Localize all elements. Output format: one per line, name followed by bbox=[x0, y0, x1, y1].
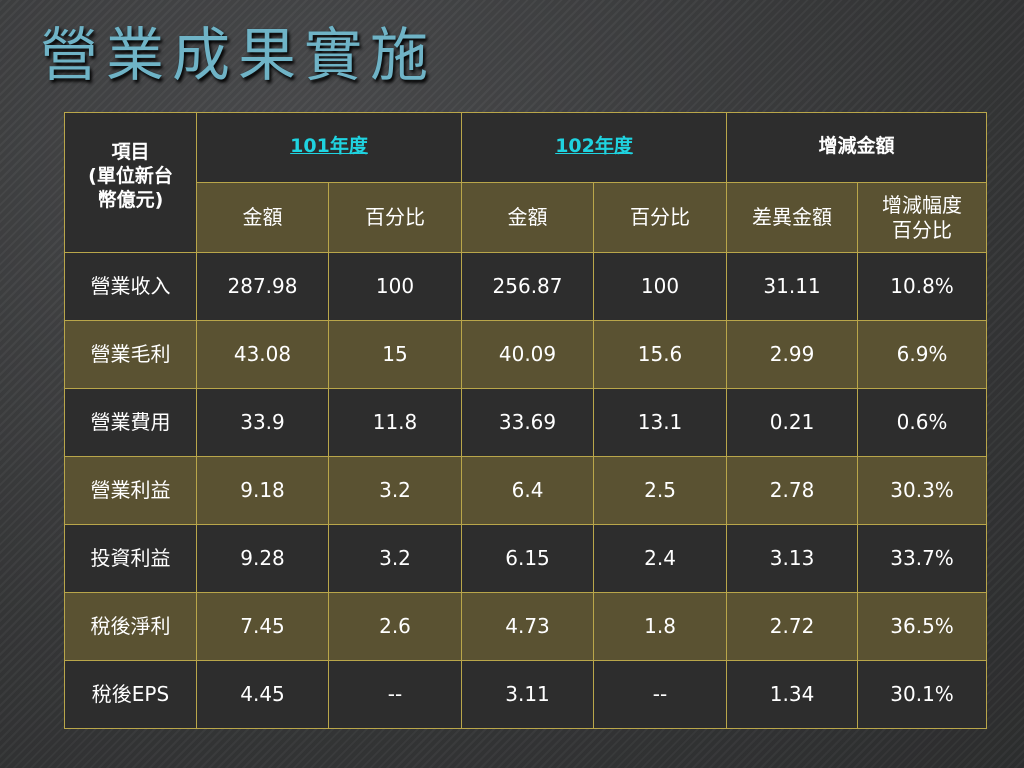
row-y1-percent: 2.6 bbox=[327, 592, 463, 661]
table-row: 營業費用 33.9 11.8 33.69 13.1 0.21 0.6% bbox=[64, 388, 988, 457]
row-y2-amount: 6.15 bbox=[461, 524, 595, 593]
row-y2-amount: 33.69 bbox=[461, 388, 595, 457]
row-item: 稅後淨利 bbox=[64, 592, 197, 661]
row-item: 營業費用 bbox=[64, 388, 197, 457]
row-y2-amount: 4.73 bbox=[461, 592, 595, 661]
subheader-change-rate-line1: 增減幅度 bbox=[882, 192, 963, 217]
row-diff-amount: 1.34 bbox=[726, 660, 859, 729]
header-year-102[interactable]: 102年度 bbox=[461, 112, 728, 183]
row-y2-percent: 1.8 bbox=[593, 592, 728, 661]
row-item: 投資利益 bbox=[64, 524, 197, 593]
year-101-link[interactable]: 101年度 bbox=[290, 135, 368, 157]
row-item: 營業利益 bbox=[64, 456, 197, 525]
row-y2-percent: 15.6 bbox=[593, 320, 728, 389]
year-102-link[interactable]: 102年度 bbox=[555, 135, 633, 157]
row-change-rate: 6.9% bbox=[857, 320, 988, 389]
table-body: 營業收入 287.98 100 256.87 100 31.11 10.8% 營業毛利 43.0… bbox=[64, 252, 988, 729]
table-row: 營業利益 9.18 3.2 6.4 2.5 2.78 30.3% bbox=[64, 456, 988, 525]
results-table: 項目 (單位新台 幣億元) 101年度 102年度 增減金額 金額 百分比 金額… bbox=[64, 112, 988, 729]
row-y2-percent: 100 bbox=[593, 252, 728, 321]
row-y1-amount: 287.98 bbox=[196, 252, 329, 321]
row-diff-amount: 3.13 bbox=[726, 524, 859, 593]
row-item: 稅後EPS bbox=[64, 660, 197, 729]
table-row: 稅後EPS 4.45 -- 3.11 -- 1.34 30.1% bbox=[64, 660, 988, 729]
row-change-rate: 36.5% bbox=[857, 592, 988, 661]
subheader-change-rate: 增減幅度 百分比 bbox=[857, 182, 988, 253]
row-change-rate: 0.6% bbox=[857, 388, 988, 457]
row-y2-amount: 256.87 bbox=[461, 252, 595, 321]
row-y1-amount: 33.9 bbox=[196, 388, 329, 457]
row-y2-percent: 2.5 bbox=[593, 456, 728, 525]
row-y2-percent: 13.1 bbox=[593, 388, 728, 457]
row-change-rate: 33.7% bbox=[857, 524, 988, 593]
row-diff-amount: 0.21 bbox=[726, 388, 859, 457]
row-change-rate: 30.1% bbox=[857, 660, 988, 729]
header-diff: 增減金額 bbox=[726, 112, 988, 183]
row-y2-percent: 2.4 bbox=[593, 524, 728, 593]
row-diff-amount: 2.72 bbox=[726, 592, 859, 661]
row-y1-percent: 11.8 bbox=[327, 388, 463, 457]
header-item-line2: (單位新台 bbox=[88, 164, 173, 187]
header-item-line1: 項目 bbox=[111, 141, 150, 163]
row-diff-amount: 2.99 bbox=[726, 320, 859, 389]
table-row: 營業毛利 43.08 15 40.09 15.6 2.99 6.9% bbox=[64, 320, 988, 389]
subheader-y1-percent: 百分比 bbox=[327, 182, 463, 253]
row-change-rate: 30.3% bbox=[857, 456, 988, 525]
row-y1-amount: 9.18 bbox=[196, 456, 329, 525]
subheader-change-rate-line2: 百分比 bbox=[892, 217, 953, 242]
row-y2-percent: -- bbox=[593, 660, 728, 729]
subheader-diff-amount: 差異金額 bbox=[726, 182, 859, 253]
row-y2-amount: 3.11 bbox=[461, 660, 595, 729]
header-item: 項目 (單位新台 幣億元) bbox=[64, 112, 197, 253]
row-diff-amount: 2.78 bbox=[726, 456, 859, 525]
subheader-y1-amount: 金額 bbox=[196, 182, 329, 253]
row-y1-percent: 15 bbox=[327, 320, 463, 389]
row-item: 營業收入 bbox=[64, 252, 197, 321]
row-y2-amount: 40.09 bbox=[461, 320, 595, 389]
row-item: 營業毛利 bbox=[64, 320, 197, 389]
row-y1-percent: 3.2 bbox=[327, 456, 463, 525]
header-diff-label: 增減金額 bbox=[818, 135, 895, 157]
page-title: 營業成果實施 bbox=[40, 21, 437, 89]
subheader-y2-amount: 金額 bbox=[461, 182, 595, 253]
table-row: 稅後淨利 7.45 2.6 4.73 1.8 2.72 36.5% bbox=[64, 592, 988, 661]
row-y1-percent: 3.2 bbox=[327, 524, 463, 593]
header-year-101[interactable]: 101年度 bbox=[195, 112, 463, 183]
subheader-y2-percent: 百分比 bbox=[593, 182, 728, 253]
row-y1-amount: 4.45 bbox=[196, 660, 329, 729]
row-y2-amount: 6.4 bbox=[461, 456, 595, 525]
header-item-line3: 幣億元) bbox=[97, 188, 164, 211]
row-change-rate: 10.8% bbox=[857, 252, 988, 321]
row-y1-percent: -- bbox=[327, 660, 463, 729]
table-row: 營業收入 287.98 100 256.87 100 31.11 10.8% bbox=[64, 252, 988, 321]
row-y1-amount: 43.08 bbox=[196, 320, 329, 389]
row-y1-amount: 7.45 bbox=[196, 592, 329, 661]
table-row: 投資利益 9.28 3.2 6.15 2.4 3.13 33.7% bbox=[64, 524, 988, 593]
row-y1-amount: 9.28 bbox=[196, 524, 329, 593]
row-diff-amount: 31.11 bbox=[726, 252, 859, 321]
row-y1-percent: 100 bbox=[327, 252, 463, 321]
